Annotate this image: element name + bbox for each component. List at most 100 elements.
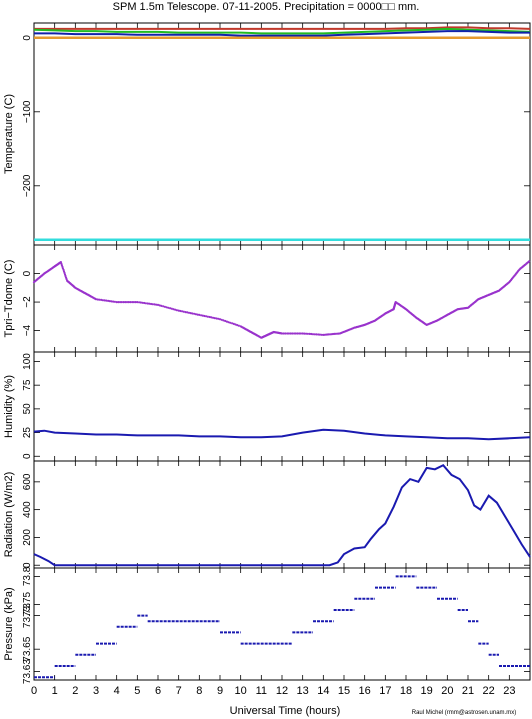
data-point: [100, 298, 103, 301]
x-tick-label: 11: [256, 685, 267, 697]
data-point: [107, 299, 110, 302]
data-point: [234, 323, 237, 326]
y-tick-label: 25: [22, 427, 33, 439]
data-point: [310, 332, 313, 336]
x-tick-label: 9: [217, 685, 223, 697]
y-tick-label: 73.63: [22, 659, 33, 684]
data-point: [172, 308, 175, 311]
data-point: [96, 298, 99, 301]
y-tick-label: −100: [22, 100, 33, 123]
panel-3: 0 200 400 600 Radiation (W/m2): [3, 460, 531, 569]
x-tick-label: 3: [93, 685, 99, 697]
series-line: [34, 30, 530, 37]
data-point: [196, 313, 199, 316]
y-tick-label: 73.8: [22, 566, 33, 586]
panels: 0 −100 −200 Temperature (C) 0 −2 −4 Tpri−Tdome …: [3, 22, 531, 697]
data-point: [160, 304, 163, 307]
x-tick-label: 5: [134, 685, 140, 697]
data-point: [139, 301, 142, 304]
y-tick-label: 73.73: [22, 603, 33, 628]
data-point: [184, 311, 187, 314]
data-point: [162, 305, 165, 308]
data-point: [301, 332, 304, 335]
data-point: [98, 298, 101, 301]
data-point: [208, 315, 211, 319]
data-point: [108, 300, 111, 303]
data-point: [227, 321, 230, 324]
y-tick-label: 200: [22, 529, 33, 546]
x-tick-label: 15: [338, 685, 350, 697]
y-tick-label: 73.65: [22, 636, 33, 661]
x-tick-label: 18: [400, 685, 412, 697]
data-point: [296, 332, 299, 335]
data-point: [224, 319, 227, 323]
series-line: [33, 428, 531, 441]
data-point: [287, 332, 290, 335]
y-axis-label: Temperature (C): [3, 94, 15, 174]
x-tick-label: 20: [441, 685, 453, 697]
data-point: [308, 332, 311, 335]
y-tick-label: −2: [22, 296, 33, 308]
data-point: [110, 300, 113, 303]
data-point: [313, 333, 316, 336]
data-point: [193, 312, 196, 315]
series-line: [34, 26, 531, 30]
data-point: [132, 301, 135, 304]
series-line: [33, 27, 531, 35]
data-point: [165, 306, 168, 309]
data-point: [134, 301, 137, 304]
data-point: [236, 324, 239, 327]
y-tick-label: 75: [22, 379, 33, 391]
data-point: [170, 307, 173, 310]
y-tick-label: 0: [22, 562, 33, 568]
data-point: [127, 301, 130, 304]
data-point: [191, 312, 194, 315]
data-point: [146, 302, 149, 305]
data-point: [120, 301, 123, 304]
data-point: [222, 319, 225, 322]
data-point: [105, 299, 108, 302]
data-point: [286, 332, 289, 335]
data-point: [144, 302, 147, 305]
y-tick-label: 0: [22, 270, 33, 276]
panel-frame: [33, 244, 531, 353]
data-point: [198, 313, 201, 316]
data-point: [119, 301, 122, 304]
y-tick-label: 600: [22, 473, 33, 490]
data-point: [115, 301, 118, 304]
data-point: [189, 312, 192, 315]
data-point: [215, 317, 218, 320]
data-point: [94, 298, 98, 301]
x-tick-label: 19: [421, 685, 433, 697]
data-point: [528, 260, 531, 263]
data-point: [122, 301, 125, 304]
data-point: [210, 316, 213, 319]
y-axis-label: Pressure (kPa): [3, 587, 15, 660]
y-tick-label: −200: [22, 174, 33, 197]
data-point: [112, 300, 115, 303]
data-point: [143, 301, 146, 305]
y-tick-label: 400: [22, 501, 33, 518]
data-point: [315, 333, 318, 336]
data-point: [213, 317, 216, 320]
x-tick-label: 21: [462, 685, 474, 697]
x-tick-label: 14: [317, 685, 329, 697]
data-point: [187, 311, 191, 314]
data-point: [167, 306, 170, 309]
data-point: [117, 301, 120, 304]
data-point: [220, 318, 223, 321]
x-tick-label: 23: [503, 685, 515, 697]
data-point: [318, 333, 321, 336]
x-tick-label: 0: [31, 685, 37, 697]
panel-2: 0 25 50 75 100 Humidity (%): [3, 351, 531, 462]
y-axis-label: Tpri−Tdome (C): [3, 260, 15, 338]
data-point: [205, 315, 208, 318]
data-point: [217, 317, 220, 320]
data-point: [129, 301, 132, 304]
data-point: [156, 303, 160, 306]
data-point: [303, 332, 306, 335]
x-axis-label: Universal Time (hours): [230, 705, 341, 717]
data-point: [179, 309, 182, 313]
panel-frame: [33, 22, 531, 246]
